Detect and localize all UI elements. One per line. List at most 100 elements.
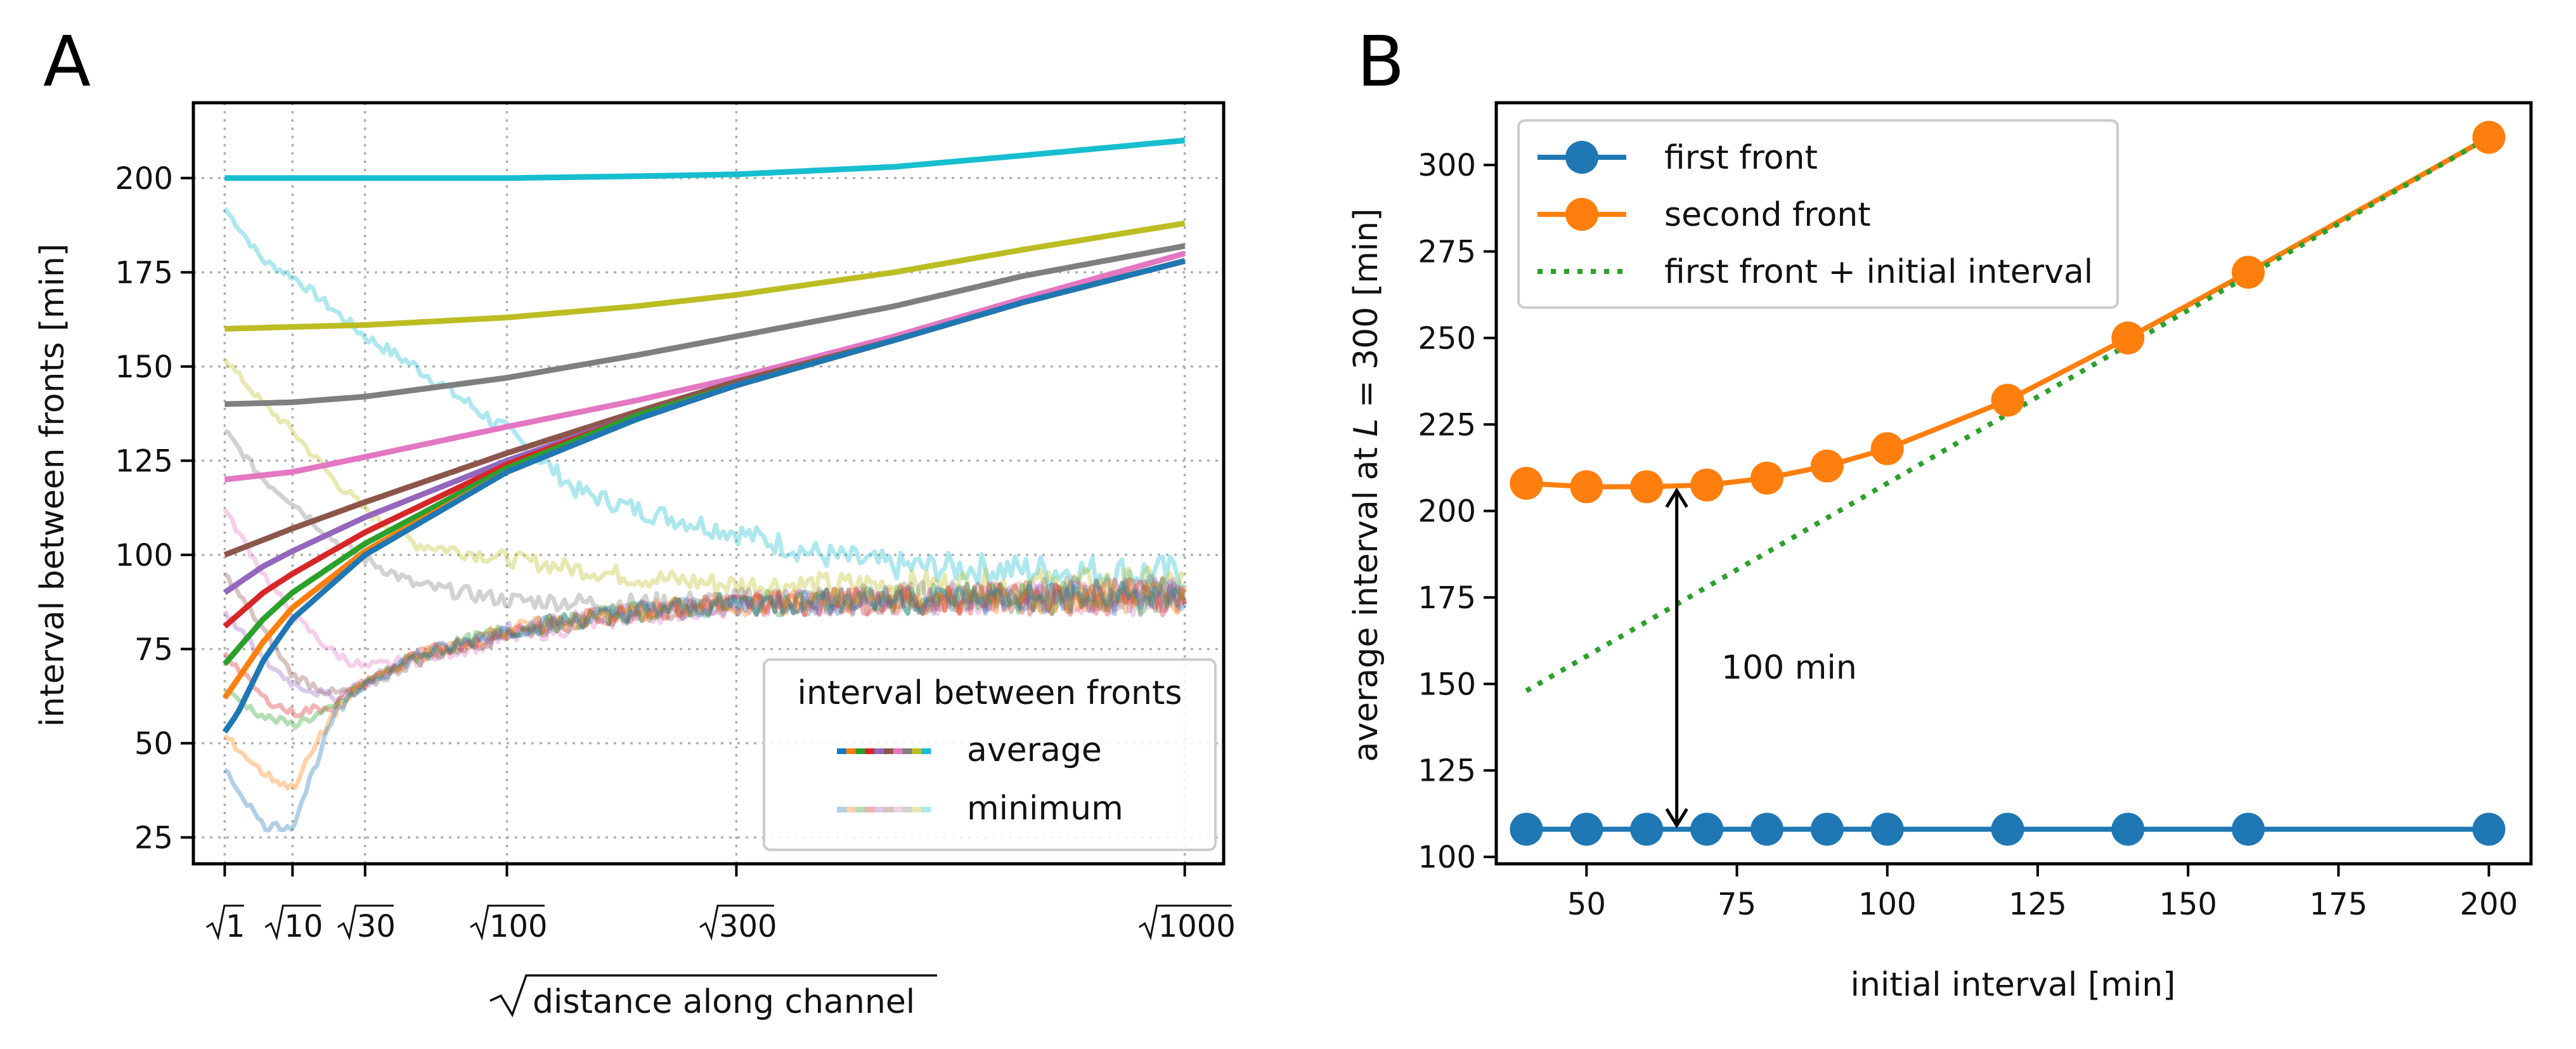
average-series-line — [222, 258, 1186, 734]
y-tick-label-b: 275 — [1418, 235, 1476, 270]
data-point-marker — [1810, 812, 1844, 846]
legend-swatch-marker — [1565, 141, 1598, 174]
data-point-marker — [1750, 812, 1783, 846]
legend-box-a — [763, 658, 1217, 851]
plot-frame-a — [191, 101, 1226, 866]
average-series-line — [224, 137, 1186, 181]
legend-minimum-stripe — [874, 807, 884, 812]
legend-minimum-stripe — [865, 807, 875, 812]
average-series-group — [222, 137, 1186, 734]
minimum-series-line — [223, 428, 1188, 616]
legend-average-stripe — [921, 748, 931, 754]
x-tick-sqrt-symbol — [1138, 904, 1232, 941]
minimum-series-line — [223, 508, 1187, 671]
x-tick-sqrt-symbol — [470, 904, 545, 941]
legend-minimum-stripe — [855, 807, 865, 812]
legend-minimum-stripe — [884, 807, 894, 812]
y-axis-label-b: average interval at L = 300 [min] — [1347, 209, 1385, 762]
data-point-marker — [1510, 812, 1543, 846]
data-point-marker — [1750, 461, 1783, 495]
legend-average-stripe — [902, 748, 912, 754]
legend-average-stripe — [837, 748, 847, 754]
x-axis-label-b: initial interval [min] — [1851, 966, 2176, 1004]
minimum-series-line — [223, 576, 1188, 791]
data-point-marker — [1870, 432, 1904, 466]
chart-panel-a: 1 10 30 100 300 1000 25 50 75 100 125 150 175 200 in… — [34, 101, 1236, 1021]
data-point-marker — [1630, 470, 1664, 504]
y-tick-label-a: 150 — [115, 349, 173, 385]
legend-average-swatch — [837, 748, 931, 754]
legend-box-b — [1517, 119, 2119, 309]
x-tick-label-a: 100 — [489, 909, 548, 944]
sqrt-symbol — [489, 974, 937, 1018]
y-tick-label-b: 250 — [1418, 321, 1476, 356]
x-tick-label-a: 10 — [284, 909, 323, 944]
y-tick-label-b: 100 — [1418, 840, 1476, 875]
annotation-arrowhead-top — [1665, 487, 1688, 508]
y-tick-label-b: 200 — [1418, 494, 1476, 530]
y-tick-label-b: 300 — [1418, 148, 1476, 183]
legend-entries-b: first front second front first front + ini… — [1537, 139, 2093, 291]
y-tick-label-a: 75 — [134, 632, 173, 667]
average-series-line — [224, 251, 1186, 483]
x-tick-label-b: 125 — [2009, 887, 2067, 922]
y-ticks-a: 25 50 75 100 125 150 175 200 — [115, 161, 193, 856]
y-tick-label-a: 175 — [115, 255, 173, 290]
y-axis-label-b-post: = 300 [min] — [1347, 209, 1385, 419]
data-point-marker — [2232, 812, 2265, 846]
legend-a: interval between fronts average minimum — [763, 658, 1217, 851]
legend-label-b: first front + initial interval — [1664, 253, 2093, 291]
annotation-arrowhead-bottom — [1665, 808, 1688, 829]
y-axis-label-a: interval between fronts [min] — [34, 244, 72, 727]
y-tick-label-a: 50 — [134, 726, 173, 762]
data-point-marker — [2472, 121, 2506, 154]
y-tick-label-a: 100 — [115, 538, 173, 573]
data-point-marker — [1870, 812, 1904, 846]
minimum-series-line — [223, 571, 1187, 696]
data-point-marker — [1630, 812, 1664, 846]
legend-minimum-stripe — [893, 807, 903, 812]
x-tick-label-b: 150 — [2159, 887, 2217, 922]
legend-minimum-stripe — [921, 807, 931, 812]
x-tick-label-a: 30 — [357, 909, 396, 944]
legend-average-stripe — [874, 748, 884, 754]
data-point-marker — [2472, 812, 2506, 846]
y-axis-label-b-pre: average interval at — [1347, 437, 1385, 762]
y-tick-label-a: 25 — [134, 820, 173, 856]
x-axis-label-a: distance along channel — [489, 974, 937, 1021]
x-tick-label-b: 50 — [1567, 887, 1606, 922]
y-tick-label-a: 200 — [115, 161, 173, 197]
data-point-marker — [2111, 812, 2145, 846]
y-tick-label-a: 125 — [115, 443, 173, 479]
minimum-series-line — [223, 358, 1186, 606]
x-tick-sqrt-symbol — [699, 904, 774, 941]
x-ticks-b: 50 75 100 125 150 175 200 — [1567, 864, 2518, 922]
data-point-marker — [1510, 467, 1543, 500]
x-tick-label-b: 175 — [2310, 887, 2368, 922]
legend-minimum-stripe — [846, 807, 857, 812]
x-tick-label-a: 300 — [719, 909, 777, 944]
legend-average-stripe — [912, 748, 922, 754]
legend-average-stripe — [865, 748, 875, 754]
legend-average-stripe — [846, 748, 857, 754]
data-point-marker — [1570, 812, 1603, 846]
legend-average-stripe — [893, 748, 903, 754]
minimum-series-line — [223, 577, 1187, 833]
average-series-line — [224, 220, 1186, 332]
minimum-series-group — [223, 207, 1188, 833]
x-tick-label-b: 75 — [1718, 887, 1756, 922]
legend-title-a: interval between fronts — [798, 674, 1182, 712]
minimum-series-line — [223, 577, 1186, 705]
x-ticks-a: 1 10 30 100 300 1000 — [206, 864, 1236, 944]
legend-minimum-stripe — [912, 807, 922, 812]
data-point-marker — [1991, 812, 2024, 846]
chart-panel-b: 100 min 50 75 100 125 150 175 200 100 125 150 175… — [1347, 101, 2533, 1004]
x-tick-label-b: 100 — [1858, 887, 1917, 922]
legend-minimum-label: minimum — [967, 790, 1123, 828]
annotation-b — [1665, 487, 1688, 829]
y-tick-label-b: 175 — [1418, 580, 1476, 616]
y-tick-label-b: 125 — [1418, 753, 1476, 789]
panel-label-a: A — [43, 21, 91, 102]
x-tick-sqrt-symbol — [337, 904, 394, 941]
x-tick-label-a: 1 — [226, 909, 245, 944]
